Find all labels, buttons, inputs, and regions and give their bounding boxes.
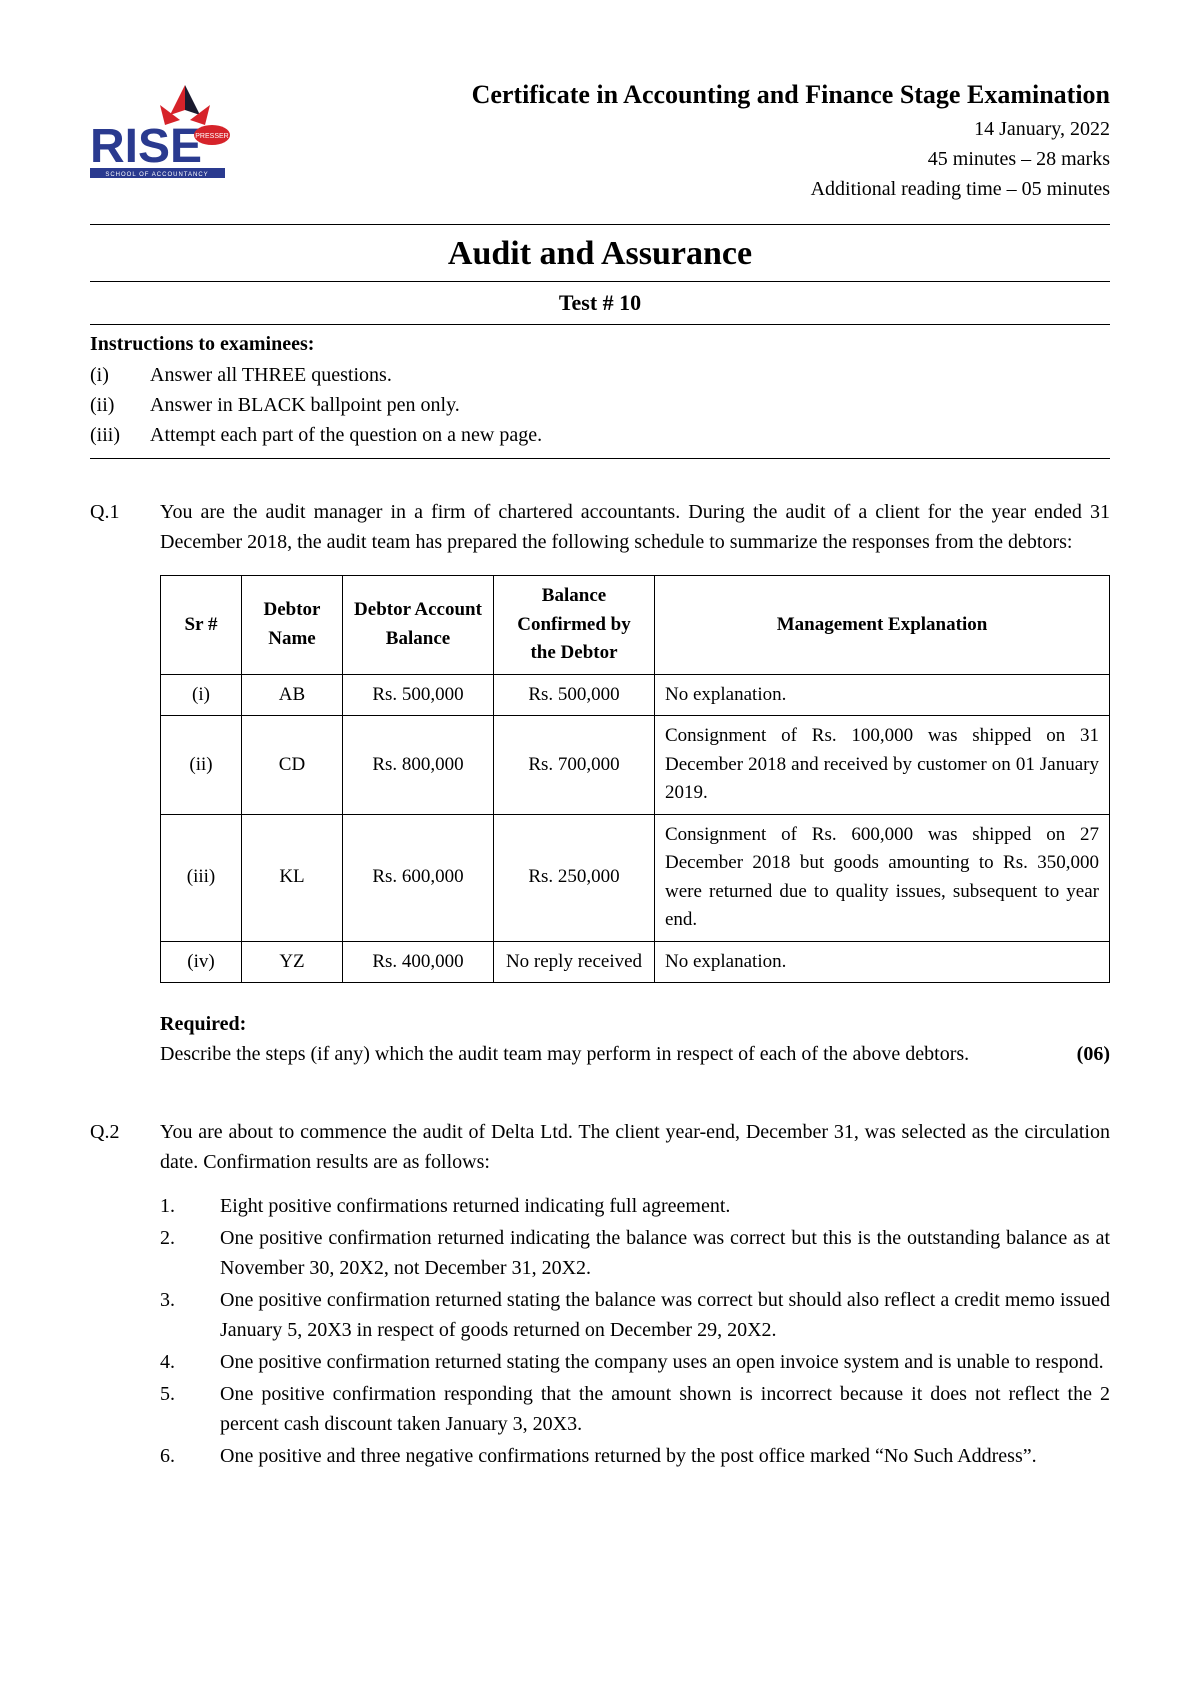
svg-text:RISE: RISE: [90, 120, 202, 173]
instruction-text: Answer in BLACK ballpoint pen only.: [150, 390, 460, 420]
header-text-block: Certificate in Accounting and Finance St…: [270, 80, 1110, 204]
instruction-text: Answer all THREE questions.: [150, 360, 392, 390]
cell-name: CD: [242, 716, 343, 815]
list-item: 5. One positive confirmation responding …: [160, 1379, 1110, 1439]
question-label: Q.1: [90, 497, 160, 1069]
list-num: 4.: [160, 1347, 220, 1377]
th-explanation: Management Explanation: [655, 576, 1110, 675]
instruction-num: (ii): [90, 390, 150, 420]
cell-confirmed: Rs. 250,000: [494, 814, 655, 941]
cell-sr: (i): [161, 674, 242, 716]
instruction-text: Attempt each part of the question on a n…: [150, 420, 542, 450]
instruction-item: (i) Answer all THREE questions.: [90, 360, 1110, 390]
instruction-item: (iii) Attempt each part of the question …: [90, 420, 1110, 450]
list-item: 6. One positive and three negative confi…: [160, 1441, 1110, 1471]
instructions-label-text: Instructions to examinees: [90, 333, 308, 355]
required-text: Describe the steps (if any) which the au…: [160, 1039, 969, 1069]
divider: [90, 281, 1110, 282]
instruction-num: (i): [90, 360, 150, 390]
list-item: 2. One positive confirmation returned in…: [160, 1223, 1110, 1283]
q1-intro: You are the audit manager in a firm of c…: [160, 497, 1110, 557]
q2-intro: You are about to commence the audit of D…: [160, 1117, 1110, 1177]
question-1: Q.1 You are the audit manager in a firm …: [90, 497, 1110, 1069]
list-item: 4. One positive confirmation returned st…: [160, 1347, 1110, 1377]
table-row: (iii) KL Rs. 600,000 Rs. 250,000 Consign…: [161, 814, 1110, 941]
cell-name: YZ: [242, 941, 343, 983]
instruction-num: (iii): [90, 420, 150, 450]
table-row: (ii) CD Rs. 800,000 Rs. 700,000 Consignm…: [161, 716, 1110, 815]
test-number: Test # 10: [90, 290, 1110, 316]
header-row: RISE PRESSER SCHOOL OF ACCOUNTANCY Certi…: [90, 80, 1110, 204]
svg-text:PRESSER: PRESSER: [195, 133, 228, 140]
cell-explanation: No explanation.: [655, 941, 1110, 983]
exam-title: Certificate in Accounting and Finance St…: [270, 80, 1110, 110]
divider: [90, 324, 1110, 325]
cell-balance: Rs. 500,000: [343, 674, 494, 716]
list-num: 3.: [160, 1285, 220, 1345]
instruction-list: (i) Answer all THREE questions. (ii) Ans…: [90, 360, 1110, 450]
cell-balance: Rs. 800,000: [343, 716, 494, 815]
instructions-label: Instructions to examinees:: [90, 333, 1110, 356]
cell-name: AB: [242, 674, 343, 716]
question-body: You are about to commence the audit of D…: [160, 1117, 1110, 1473]
main-title: Audit and Assurance: [90, 235, 1110, 273]
list-text: Eight positive confirmations returned in…: [220, 1191, 1110, 1221]
list-num: 1.: [160, 1191, 220, 1221]
list-num: 2.: [160, 1223, 220, 1283]
th-confirmed: Balance Confirmed by the Debtor: [494, 576, 655, 675]
cell-balance: Rs. 600,000: [343, 814, 494, 941]
list-text: One positive confirmation returned indic…: [220, 1223, 1110, 1283]
list-text: One positive and three negative confirma…: [220, 1441, 1110, 1471]
divider: [90, 458, 1110, 459]
exam-reading-time: Additional reading time – 05 minutes: [270, 174, 1110, 204]
exam-date: 14 January, 2022: [270, 114, 1110, 144]
cell-name: KL: [242, 814, 343, 941]
cell-confirmed: No reply received: [494, 941, 655, 983]
list-text: One positive confirmation responding tha…: [220, 1379, 1110, 1439]
th-balance: Debtor Account Balance: [343, 576, 494, 675]
table-row: (i) AB Rs. 500,000 Rs. 500,000 No explan…: [161, 674, 1110, 716]
cell-explanation: Consignment of Rs. 600,000 was shipped o…: [655, 814, 1110, 941]
cell-confirmed: Rs. 500,000: [494, 674, 655, 716]
cell-explanation: No explanation.: [655, 674, 1110, 716]
table-row: (iv) YZ Rs. 400,000 No reply received No…: [161, 941, 1110, 983]
list-num: 6.: [160, 1441, 220, 1471]
divider: [90, 224, 1110, 225]
logo: RISE PRESSER SCHOOL OF ACCOUNTANCY: [90, 80, 250, 180]
table-header-row: Sr # Debtor Name Debtor Account Balance …: [161, 576, 1110, 675]
cell-sr: (ii): [161, 716, 242, 815]
question-row: Q.1 You are the audit manager in a firm …: [90, 497, 1110, 1069]
required-label: Required:: [160, 1009, 1110, 1039]
list-item: 3. One positive confirmation returned st…: [160, 1285, 1110, 1345]
th-name: Debtor Name: [242, 576, 343, 675]
debtor-table: Sr # Debtor Name Debtor Account Balance …: [160, 575, 1110, 983]
list-num: 5.: [160, 1379, 220, 1439]
cell-explanation: Consignment of Rs. 100,000 was shipped o…: [655, 716, 1110, 815]
exam-page: RISE PRESSER SCHOOL OF ACCOUNTANCY Certi…: [0, 0, 1200, 1696]
instruction-item: (ii) Answer in BLACK ballpoint pen only.: [90, 390, 1110, 420]
logo-graphic: RISE PRESSER SCHOOL OF ACCOUNTANCY: [90, 80, 250, 180]
cell-balance: Rs. 400,000: [343, 941, 494, 983]
cell-confirmed: Rs. 700,000: [494, 716, 655, 815]
question-row: Q.2 You are about to commence the audit …: [90, 1117, 1110, 1473]
marks: (06): [1077, 1039, 1110, 1069]
svg-text:SCHOOL OF ACCOUNTANCY: SCHOOL OF ACCOUNTANCY: [105, 172, 208, 178]
question-body: You are the audit manager in a firm of c…: [160, 497, 1110, 1069]
list-item: 1. Eight positive confirmations returned…: [160, 1191, 1110, 1221]
th-sr: Sr #: [161, 576, 242, 675]
cell-sr: (iii): [161, 814, 242, 941]
exam-duration: 45 minutes – 28 marks: [270, 144, 1110, 174]
q2-list: 1. Eight positive confirmations returned…: [160, 1191, 1110, 1471]
cell-sr: (iv): [161, 941, 242, 983]
list-text: One positive confirmation returned stati…: [220, 1285, 1110, 1345]
list-text: One positive confirmation returned stati…: [220, 1347, 1110, 1377]
question-label: Q.2: [90, 1117, 160, 1473]
required-row: Describe the steps (if any) which the au…: [160, 1039, 1110, 1069]
question-2: Q.2 You are about to commence the audit …: [90, 1117, 1110, 1473]
